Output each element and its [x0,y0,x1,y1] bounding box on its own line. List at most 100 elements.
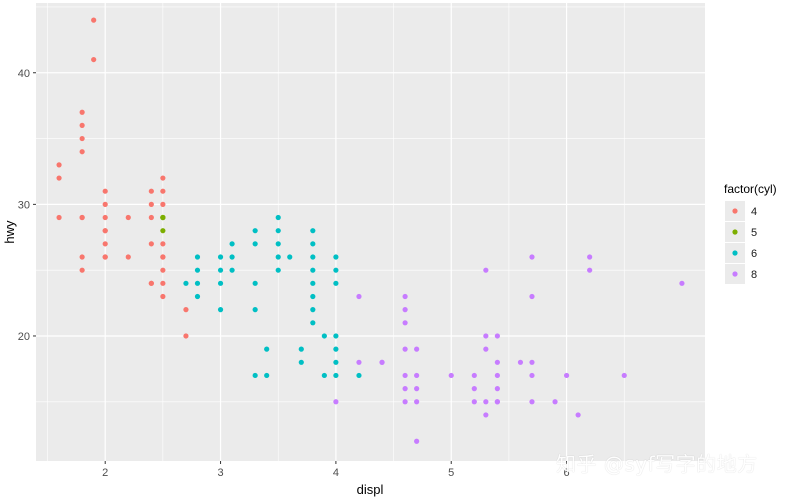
y-axis: 20 30 40 [18,68,36,343]
data-point-cyl-6 [310,228,316,234]
data-point-cyl-8 [379,359,385,365]
data-point-cyl-6 [333,346,339,352]
data-point-cyl-6 [333,267,339,273]
data-point-cyl-8 [402,320,408,326]
data-point-cyl-4 [160,293,166,300]
data-point-cyl-4 [148,241,154,247]
data-point-cyl-8 [402,399,408,405]
data-point-cyl-6 [321,333,327,339]
data-point-cyl-4 [148,201,154,207]
data-points [56,17,685,444]
data-point-cyl-8 [402,307,408,313]
data-point-cyl-4 [183,333,189,339]
data-point-cyl-6 [194,254,201,260]
data-point-cyl-6 [310,307,316,313]
legend-key-cyl-4 [732,208,738,214]
data-point-cyl-6 [333,359,339,365]
data-point-cyl-8 [575,412,581,418]
data-point-cyl-6 [275,241,281,247]
x-axis: 2 3 4 5 6 [102,461,570,479]
data-point-cyl-4 [183,307,189,313]
legend-key-cyl-6 [732,250,738,256]
x-tick-label: 2 [102,467,108,479]
data-point-cyl-8 [517,359,524,365]
data-point-cyl-8 [402,386,408,392]
data-point-cyl-4 [56,214,62,221]
data-point-cyl-6 [252,280,258,286]
data-point-cyl-6 [275,267,281,273]
data-point-cyl-8 [494,386,500,392]
y-tick-label: 20 [18,331,30,343]
data-point-cyl-8 [483,333,489,339]
data-point-cyl-4 [160,280,166,286]
minor-gridlines [36,3,705,461]
data-point-cyl-8 [529,399,535,405]
data-point-cyl-8 [494,372,500,379]
data-point-cyl-4 [160,201,166,207]
data-point-cyl-5 [160,228,166,234]
legend-key-cyl-8 [732,271,738,277]
watermark: 知乎 @syf写字的地方 [556,452,758,476]
data-point-cyl-8 [621,372,627,379]
data-point-cyl-4 [160,267,166,273]
data-point-cyl-6 [252,307,258,313]
data-point-cyl-8 [414,346,420,352]
data-point-cyl-8 [679,280,685,286]
data-point-cyl-6 [183,280,189,286]
data-point-cyl-6 [321,372,327,379]
data-point-cyl-8 [414,438,420,444]
data-point-cyl-8 [483,399,489,405]
data-point-cyl-6 [252,241,258,247]
data-point-cyl-8 [448,372,454,379]
legend-keys: 4 5 6 8 [725,201,757,284]
data-point-cyl-6 [310,241,316,247]
data-point-cyl-8 [402,346,408,352]
data-point-cyl-6 [275,228,281,234]
data-point-cyl-8 [587,267,593,273]
data-point-cyl-4 [125,254,131,260]
data-point-cyl-8 [563,372,570,379]
data-point-cyl-8 [529,372,535,379]
data-point-cyl-6 [310,320,316,326]
data-point-cyl-4 [102,214,108,221]
data-point-cyl-6 [298,346,304,352]
data-point-cyl-8 [356,359,362,365]
data-point-cyl-4 [79,135,85,142]
data-point-cyl-6 [229,241,235,247]
data-point-cyl-8 [414,399,420,405]
data-point-cyl-4 [102,228,108,234]
legend-title: factor(cyl) [724,182,777,196]
data-point-cyl-6 [194,293,201,300]
data-point-cyl-8 [483,267,489,273]
legend: factor(cyl) 4 5 6 8 [724,182,777,284]
data-point-cyl-4 [102,188,108,194]
data-point-cyl-4 [91,56,97,63]
data-point-cyl-6 [287,254,293,260]
data-point-cyl-4 [102,254,108,260]
data-point-cyl-4 [79,122,85,128]
y-tick-label: 40 [18,68,30,80]
data-point-cyl-6 [217,280,224,286]
data-point-cyl-6 [333,280,339,286]
data-point-cyl-8 [529,359,535,365]
data-point-cyl-4 [148,214,154,221]
data-point-cyl-8 [494,359,500,365]
data-point-cyl-6 [310,267,316,273]
data-point-cyl-4 [79,254,85,260]
data-point-cyl-4 [79,109,85,115]
data-point-cyl-8 [587,254,593,260]
data-point-cyl-6 [298,359,304,365]
legend-label-cyl-4: 4 [751,206,757,218]
data-point-cyl-8 [356,293,362,300]
data-point-cyl-6 [333,333,339,339]
data-point-cyl-8 [471,386,477,392]
data-point-cyl-4 [91,17,97,23]
x-axis-label: displ [357,482,384,497]
data-point-cyl-4 [79,214,85,221]
x-tick-label: 6 [564,467,570,479]
data-point-cyl-8 [529,254,535,260]
data-point-cyl-6 [217,267,224,273]
data-point-cyl-6 [194,267,201,273]
major-gridlines [36,3,705,461]
data-point-cyl-6 [252,228,258,234]
